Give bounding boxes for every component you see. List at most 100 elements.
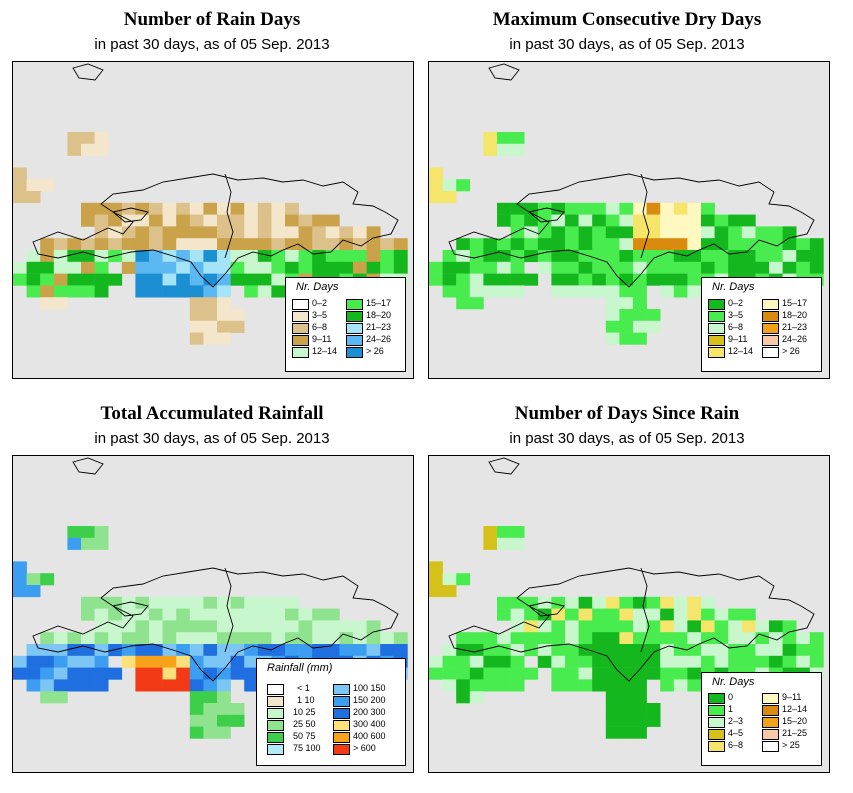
grid-cell (442, 191, 457, 204)
grid-cell (230, 667, 245, 680)
grid-cell (189, 309, 204, 322)
grid-cell (728, 238, 743, 251)
grid-cell (203, 655, 218, 668)
grid-cell (26, 655, 41, 668)
grid-cell (633, 238, 647, 251)
grid-cell (53, 250, 68, 263)
grid-cell (429, 179, 443, 192)
grid-cell (565, 250, 579, 263)
legend-label: > 26 (782, 346, 800, 356)
legend-swatch (267, 684, 284, 695)
grid-cell (497, 250, 511, 263)
grid-cell (203, 320, 218, 333)
grid-cell (714, 250, 729, 263)
grid-cell (94, 250, 109, 263)
legend-title: Nr. Days (296, 281, 339, 293)
grid-cell (94, 526, 109, 539)
grid-cell (94, 620, 109, 633)
grid-cell (149, 679, 163, 692)
legend-label: 6–8 (728, 740, 744, 750)
days-since-rain-grid (429, 457, 824, 739)
grid-cell (217, 332, 231, 345)
grid-cell (714, 632, 729, 645)
legend-swatch (708, 347, 725, 358)
legend-swatch (346, 323, 363, 334)
grid-cell (26, 179, 41, 192)
grid-cell (244, 273, 259, 286)
rainfall-map: Rainfall (mm) < 1 1 10 10 25 25 50 50 75… (12, 455, 414, 773)
grid-cell (782, 644, 797, 657)
grid-cell (40, 179, 55, 192)
grid-cell (217, 667, 231, 680)
grid-cell (271, 226, 286, 239)
grid-cell (796, 632, 811, 645)
grid-cell (633, 320, 647, 333)
grid-cell (285, 261, 299, 274)
grid-cell (728, 226, 743, 239)
grid-cell (40, 632, 55, 645)
grid-cell (108, 632, 123, 645)
grid-cell (578, 596, 593, 609)
grid-cell (67, 261, 82, 274)
grid-cell (312, 632, 327, 645)
legend-swatch (708, 741, 725, 752)
grid-cell (755, 632, 770, 645)
legend-swatch (762, 311, 779, 322)
grid-cell (285, 250, 299, 263)
legend-swatch (267, 732, 284, 743)
grid-cell (483, 526, 498, 539)
rainfall-legend: Rainfall (mm) < 1 1 10 10 25 25 50 50 75… (256, 658, 406, 766)
grid-cell (483, 667, 498, 680)
grid-cell (605, 238, 620, 251)
grid-cell (714, 226, 729, 239)
grid-cell (769, 250, 783, 263)
legend-swatch (762, 347, 779, 358)
grid-cell (619, 608, 634, 621)
grid-cell (687, 202, 702, 215)
grid-cell (741, 632, 756, 645)
grid-cell (94, 202, 109, 215)
panel-2-subtitle: in past 30 days, as of 05 Sep. 2013 (509, 36, 745, 53)
grid-cell (366, 250, 381, 263)
legend-swatch (762, 693, 779, 704)
grid-cell (312, 214, 327, 227)
grid-cell (353, 261, 367, 274)
legend-swatch (762, 717, 779, 728)
grid-cell (524, 214, 539, 227)
grid-cell (26, 273, 41, 286)
grid-cell (230, 238, 245, 251)
rain-days-legend: Nr. Days 0–2 3–5 6–8 9–11 12–14 15–17 18… (285, 277, 406, 372)
grid-cell (162, 679, 177, 692)
grid-cell (809, 632, 824, 645)
grid-cell (701, 655, 715, 668)
grid-cell (551, 214, 566, 227)
grid-cell (660, 608, 675, 621)
grid-cell (605, 726, 620, 739)
grid-cell (40, 573, 55, 586)
grid-cell (769, 644, 783, 657)
grid-cell (67, 143, 82, 156)
grid-cell (393, 250, 408, 263)
grid-cell (149, 250, 163, 263)
grid-cell (217, 632, 231, 645)
dry-days-legend: Nr. Days 0–2 3–5 6–8 9–11 12–14 15–17 18… (701, 277, 822, 372)
grid-cell (456, 655, 471, 668)
grid-cell (189, 726, 204, 739)
grid-cell (796, 655, 811, 668)
grid-cell (633, 726, 647, 739)
grid-cell (456, 679, 471, 692)
grid-cell (456, 238, 471, 251)
legend-label: 21–23 (782, 322, 808, 332)
grid-cell (312, 261, 327, 274)
grid-cell (271, 644, 286, 657)
grid-cell (497, 632, 511, 645)
grid-cell (366, 226, 381, 239)
grid-cell (633, 332, 647, 345)
grid-cell (94, 132, 109, 145)
grid-cell (646, 703, 661, 716)
grid-cell (524, 608, 539, 621)
grid-cell (565, 285, 579, 298)
grid-cell (244, 250, 259, 263)
grid-cell (94, 285, 109, 298)
grid-cell (271, 261, 286, 274)
